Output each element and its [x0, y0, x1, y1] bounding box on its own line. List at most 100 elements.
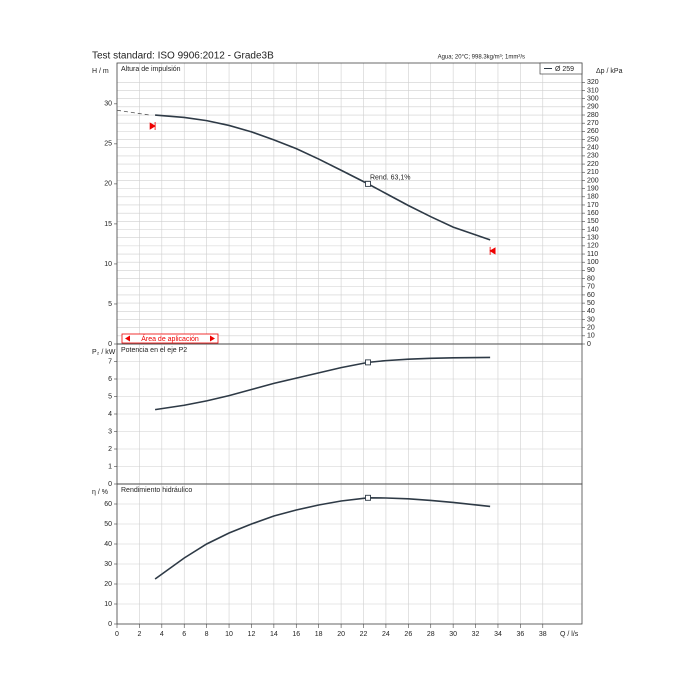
y-tick-label: 25 [104, 141, 112, 148]
x-tick-label: 0 [115, 631, 119, 638]
y-tick-label: 30 [104, 101, 112, 108]
y2-tick-label: 230 [587, 153, 599, 160]
application-label: Área de aplicación [141, 334, 199, 343]
y2-tick-label: 40 [587, 308, 595, 315]
panel-label: Rendimiento hidráulico [121, 487, 192, 494]
y-tick-label: 10 [104, 601, 112, 608]
x-tick-label: 34 [494, 631, 502, 638]
x-tick-label: 36 [516, 631, 524, 638]
y2-tick-label: 290 [587, 104, 599, 111]
operating-point [365, 180, 371, 187]
application-box [121, 333, 219, 344]
y2-tick-label: 100 [587, 259, 599, 266]
y2-tick-label: 320 [587, 79, 599, 86]
y-tick-label: 10 [104, 261, 112, 268]
extrapolated-line [116, 109, 150, 116]
x-tick-label: 18 [315, 631, 323, 638]
y2-tick-label: 20 [587, 324, 595, 331]
y2-axis-label: Δp / kPa [596, 68, 623, 75]
x-tick-label: 26 [404, 631, 412, 638]
y-tick-label: 0 [108, 481, 112, 488]
y2-tick-label: 270 [587, 120, 599, 127]
y2-tick-label: 160 [587, 210, 599, 217]
y-tick-label: 0 [108, 341, 112, 348]
x-tick-label: 20 [337, 631, 345, 638]
operating-point [365, 359, 371, 366]
application-limit [489, 246, 496, 255]
y2-tick-label: 80 [587, 275, 595, 282]
y2-tick-label: 140 [587, 226, 599, 233]
y-axis-label: P₂ / kW [92, 349, 116, 356]
x-tick-label: 10 [225, 631, 233, 638]
y2-tick-label: 120 [587, 243, 599, 250]
y2-tick-label: 200 [587, 177, 599, 184]
y2-tick-label: 10 [587, 333, 595, 340]
x-tick-label: 28 [427, 631, 435, 638]
operating-point [365, 494, 371, 501]
x-axis-label: Q / l/s [560, 631, 579, 638]
y-tick-label: 5 [108, 301, 112, 308]
x-tick-label: 8 [205, 631, 209, 638]
application-limit [149, 122, 156, 131]
y-tick-label: 4 [108, 411, 112, 418]
x-tick-label: 6 [182, 631, 186, 638]
y2-tick-label: 0 [587, 341, 591, 348]
x-tick-label: 38 [539, 631, 547, 638]
y2-tick-label: 260 [587, 128, 599, 135]
chart-subtitle: Agua; 20°C; 998.3kg/m³; 1mm²/s [438, 55, 525, 61]
y2-tick-label: 250 [587, 136, 599, 143]
y2-tick-label: 310 [587, 87, 599, 94]
legend-box [539, 62, 583, 75]
y-tick-label: 7 [108, 358, 112, 365]
y2-tick-label: 170 [587, 202, 599, 209]
y-tick-label: 0 [108, 621, 112, 628]
chart-title: Test standard: ISO 9906:2012 - Grade3B [92, 51, 274, 62]
y-tick-label: 2 [108, 446, 112, 453]
y-tick-label: 1 [108, 463, 112, 470]
y-tick-label: 5 [108, 393, 112, 400]
y2-tick-label: 280 [587, 112, 599, 119]
x-tick-label: 24 [382, 631, 390, 638]
y2-tick-label: 300 [587, 96, 599, 103]
y2-tick-label: 30 [587, 316, 595, 323]
legend-label: Ø 259 [555, 66, 574, 73]
y-tick-label: 30 [104, 561, 112, 568]
x-tick-label: 14 [270, 631, 278, 638]
y2-tick-label: 50 [587, 300, 595, 307]
y-tick-label: 20 [104, 181, 112, 188]
curve [154, 496, 491, 580]
y2-tick-label: 180 [587, 194, 599, 201]
x-tick-label: 32 [472, 631, 480, 638]
y2-tick-label: 240 [587, 145, 599, 152]
x-tick-label: 2 [137, 631, 141, 638]
y-tick-label: 20 [104, 581, 112, 588]
y-axis-label: H / m [92, 68, 109, 75]
x-tick-label: 30 [449, 631, 457, 638]
y2-tick-label: 220 [587, 161, 599, 168]
curve [154, 356, 491, 411]
y2-tick-label: 70 [587, 284, 595, 291]
y-axis-label: η / % [92, 489, 108, 496]
y2-tick-label: 190 [587, 185, 599, 192]
y-tick-label: 15 [104, 221, 112, 228]
panel-frame [116, 62, 583, 345]
y-tick-label: 6 [108, 376, 112, 383]
x-tick-label: 12 [248, 631, 256, 638]
y-tick-label: 60 [104, 501, 112, 508]
y-tick-label: 40 [104, 541, 112, 548]
y2-tick-label: 130 [587, 235, 599, 242]
x-tick-label: 4 [160, 631, 164, 638]
panel-label: Potencia en el eje P2 [121, 347, 187, 354]
curve [155, 114, 491, 241]
panel-frame [116, 483, 583, 625]
y2-tick-label: 60 [587, 292, 595, 299]
y2-tick-label: 90 [587, 267, 595, 274]
y2-tick-label: 110 [587, 251, 598, 258]
y-tick-label: 50 [104, 521, 112, 528]
panel-label: Altura de impulsión [121, 66, 181, 73]
x-tick-label: 22 [360, 631, 368, 638]
y-tick-label: 3 [108, 428, 112, 435]
y2-tick-label: 210 [587, 169, 599, 176]
y2-tick-label: 150 [587, 218, 599, 225]
